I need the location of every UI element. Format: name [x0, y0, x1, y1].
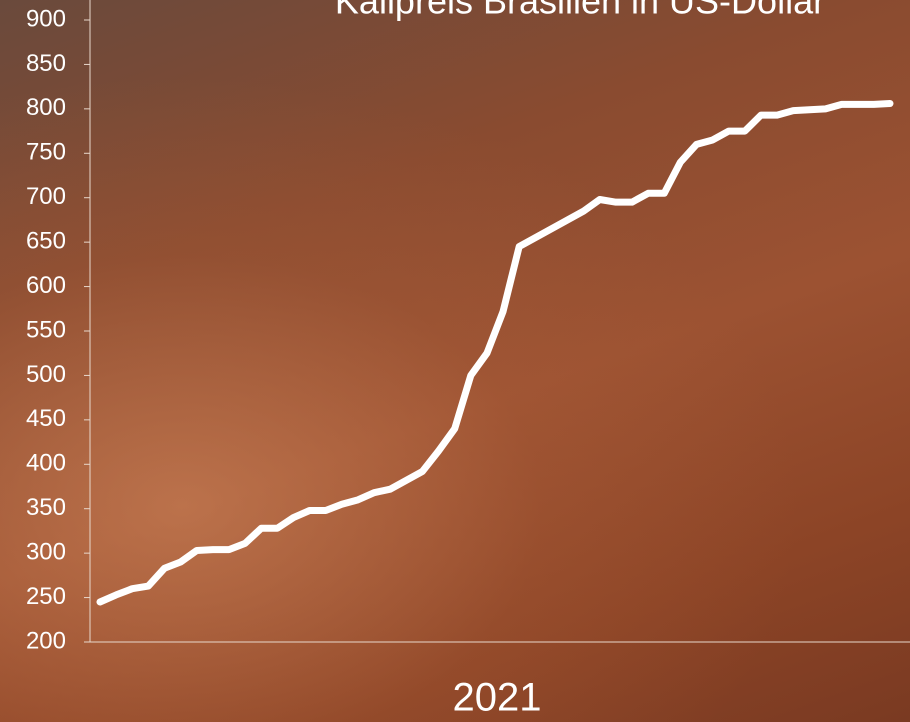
y-tick-label: 500: [26, 361, 66, 388]
y-tick-label: 700: [26, 183, 66, 210]
x-axis-label: 2021: [453, 676, 542, 720]
y-tick-label: 650: [26, 227, 66, 254]
y-tick-label: 350: [26, 494, 66, 521]
y-tick-label: 900: [26, 5, 66, 32]
y-tick-label: 300: [26, 538, 66, 565]
line: [100, 104, 890, 602]
y-tick-label: 550: [26, 316, 66, 343]
y-tick-label: 850: [26, 50, 66, 77]
y-tick-label: 750: [26, 139, 66, 166]
y-tick-label: 600: [26, 272, 66, 299]
y-tick-label: 200: [26, 627, 66, 654]
chart-title: Kalipreis Brasilien in US-Dollar: [335, 0, 825, 22]
chart: Kalipreis Brasilien in US-Dollar 2021 20…: [0, 0, 910, 722]
y-tick-label: 400: [26, 450, 66, 477]
y-tick-label: 250: [26, 583, 66, 610]
y-tick-label: 800: [26, 94, 66, 121]
y-tick-label: 450: [26, 405, 66, 432]
